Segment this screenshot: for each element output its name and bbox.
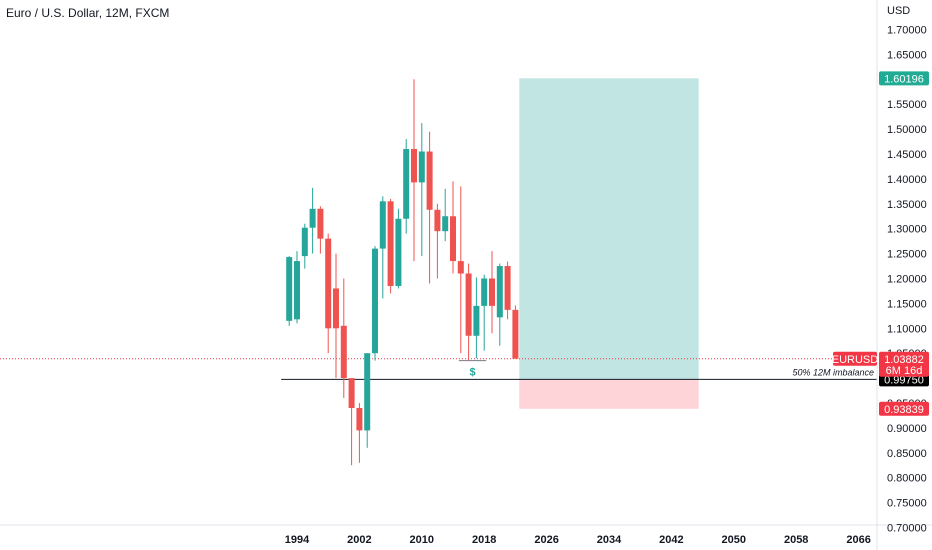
price-tick-label: 0.90000 — [887, 423, 927, 435]
target-zone — [519, 78, 699, 380]
price-tick-label: 0.70000 — [887, 523, 927, 535]
price-tick-label: 1.65000 — [887, 49, 927, 61]
candle-body — [333, 288, 339, 329]
time-tick-label: 2058 — [784, 534, 808, 546]
price-tick-label: 1.55000 — [887, 99, 927, 111]
candle-body — [418, 151, 425, 183]
candle-body — [379, 201, 386, 249]
time-tick-label: 2050 — [722, 534, 746, 546]
time-tick-label: 2018 — [472, 534, 496, 546]
current-price-tag: 1.03882 — [884, 354, 924, 366]
price-tick-label: 1.35000 — [887, 199, 927, 211]
chart-title: Euro / U.S. Dollar, 12M, FXCM — [6, 6, 170, 20]
imbalance-label: 50% 12M imbalance — [792, 367, 874, 377]
candle-body — [442, 216, 449, 232]
candle-body — [434, 209, 441, 232]
candle-body — [504, 266, 511, 310]
candle-body — [465, 273, 472, 336]
candle-body — [481, 278, 488, 306]
price-tick-label: 1.50000 — [887, 124, 927, 136]
current-price-tag-bg — [879, 351, 929, 377]
candle-body — [309, 208, 316, 228]
symbol-tag-bg — [833, 351, 877, 366]
currency-label: USD — [887, 5, 911, 17]
stop-zone — [519, 379, 699, 409]
candle-body — [325, 238, 332, 329]
candle-body — [411, 149, 417, 183]
liquidity-marker: $ — [469, 367, 475, 379]
price-tick-label: 1.30000 — [887, 224, 927, 236]
imbalance-price-tag: 0.99750 — [884, 374, 924, 386]
price-lines — [0, 358, 877, 380]
time-tick-label: 1994 — [285, 534, 310, 546]
price-tick-label: 1.15000 — [887, 298, 927, 310]
price-tick-label: 1.40000 — [887, 174, 927, 186]
candle-body — [403, 149, 410, 219]
candle-body — [450, 216, 456, 262]
candle-countdown: 6M 16d — [886, 365, 923, 377]
candle-body — [294, 261, 300, 320]
candle-body — [496, 266, 503, 318]
candle-body — [340, 325, 347, 379]
time-axis[interactable]: 1994 2002 2010 2018 2026 2034 2042 2050 2058 2066 — [285, 534, 871, 546]
candle-body — [457, 261, 464, 274]
price-tick-label: 1.70000 — [887, 25, 927, 37]
time-tick-label: 2034 — [597, 534, 622, 546]
time-tick-label: 2042 — [659, 534, 683, 546]
stop-price-tag-bg — [879, 401, 929, 416]
time-tick-label: 2066 — [846, 534, 870, 546]
price-tick-label: 1.25000 — [887, 249, 927, 261]
candles — [286, 79, 519, 466]
price-tick-label: 0.85000 — [887, 448, 927, 460]
candle-body — [489, 278, 495, 306]
price-axis[interactable]: 1.700001.650001.600001.550001.500001.450… — [887, 25, 927, 535]
time-tick-label: 2002 — [347, 534, 371, 546]
symbol-tag: EURUSD — [832, 354, 879, 366]
time-tick-label: 2026 — [534, 534, 558, 546]
candle-body — [348, 378, 355, 408]
time-tick-label: 2010 — [410, 534, 434, 546]
candle-body — [364, 353, 371, 431]
price-tick-label: 0.80000 — [887, 473, 927, 485]
candle-body — [426, 151, 433, 210]
target-price-tag: 1.60196 — [884, 73, 924, 85]
candle-body — [395, 218, 402, 286]
candle-body — [387, 201, 394, 286]
price-tick-label: 1.45000 — [887, 149, 927, 161]
price-tick-label: 1.10000 — [887, 323, 927, 335]
stop-price-tag: 0.93839 — [884, 404, 924, 416]
target-price-tag-bg — [879, 71, 929, 86]
annotations: $50% 12M imbalance — [469, 367, 874, 379]
candle-body — [301, 227, 308, 257]
candle-body — [356, 407, 363, 431]
candle-body — [317, 208, 324, 239]
candle-body — [372, 248, 378, 354]
candle-body — [286, 257, 293, 321]
candle-body — [473, 305, 480, 336]
price-tick-label: 0.75000 — [887, 498, 927, 510]
price-tick-label: 1.20000 — [887, 274, 927, 286]
position-zones — [519, 78, 699, 409]
candle-body — [512, 309, 519, 359]
